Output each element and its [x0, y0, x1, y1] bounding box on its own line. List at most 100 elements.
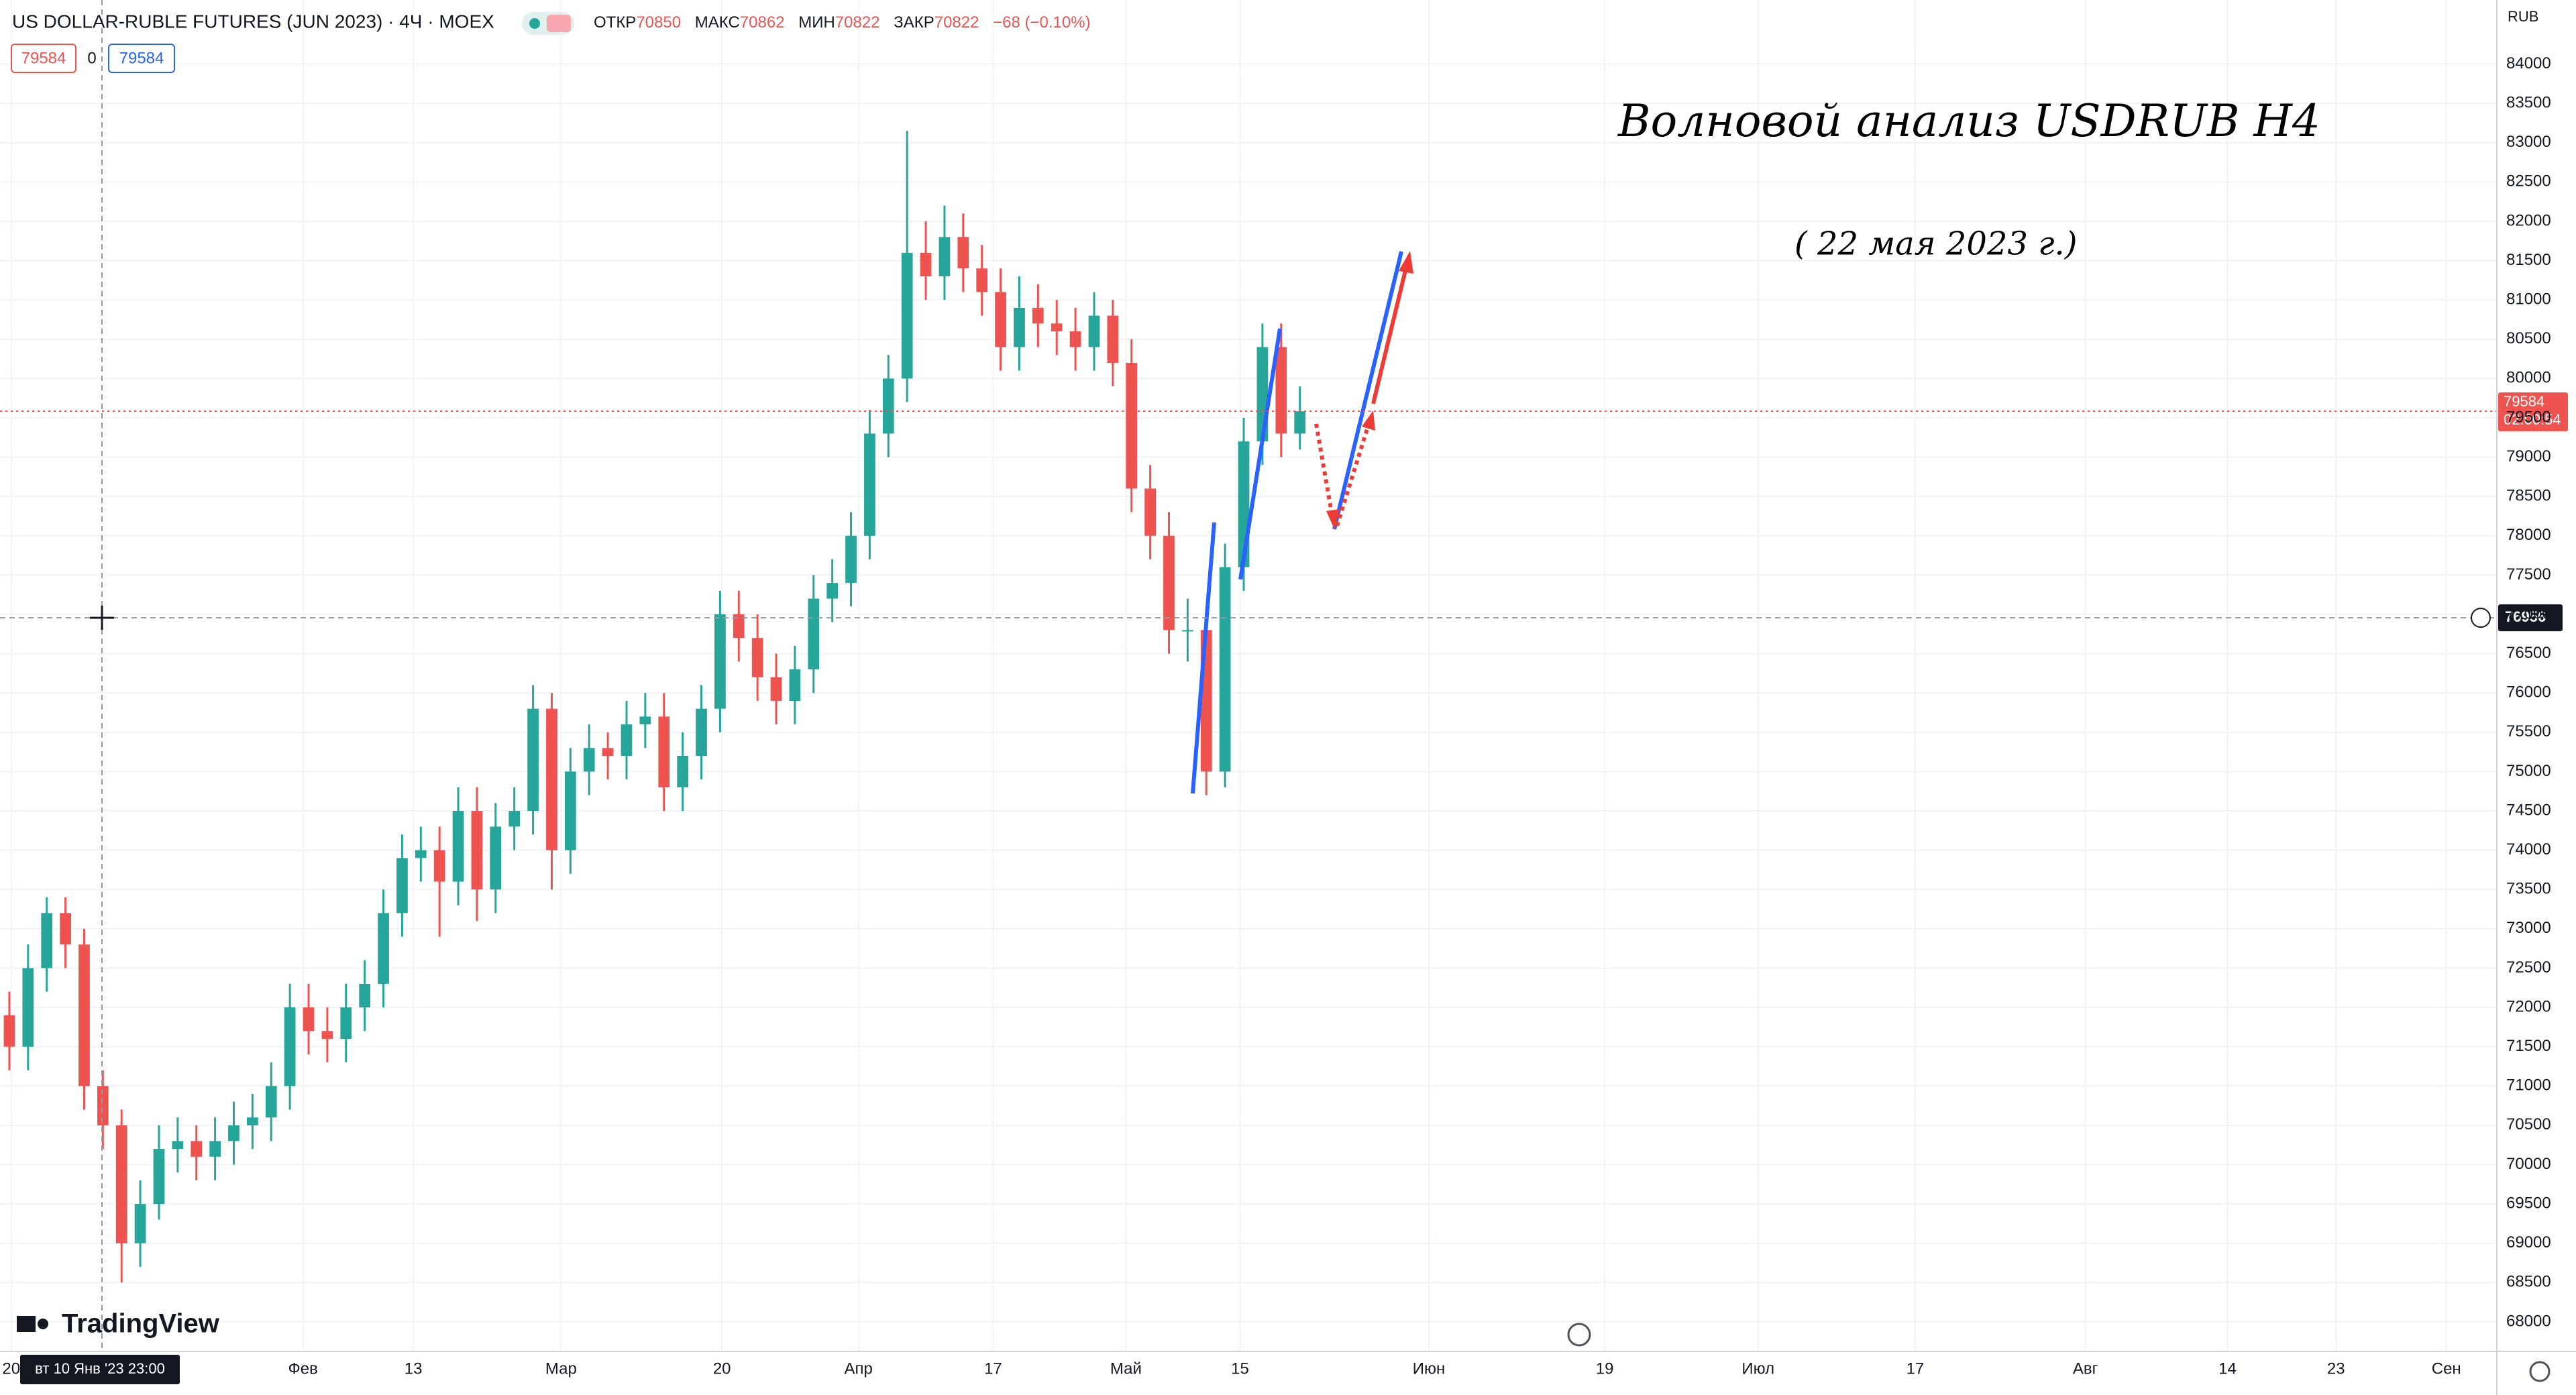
y-tick-label: 70500 — [2506, 1115, 2551, 1133]
x-tick-label: Июн — [1413, 1359, 1446, 1378]
candle-body — [490, 826, 502, 890]
candle-body — [901, 252, 913, 379]
candle-body — [696, 708, 707, 756]
candle-body — [22, 968, 34, 1047]
candle-body — [920, 252, 932, 277]
candle-body — [228, 1125, 239, 1141]
y-tick-label: 72000 — [2506, 997, 2551, 1015]
candle-body — [209, 1141, 221, 1157]
candle-body — [957, 237, 969, 269]
candle-body — [340, 1007, 352, 1039]
candle-body — [41, 913, 53, 968]
candle-body — [396, 858, 408, 913]
y-tick-label: 79000 — [2506, 447, 2551, 465]
trend-line — [1238, 328, 1282, 580]
currency-label[interactable]: RUB — [2508, 8, 2538, 25]
logo-mark — [38, 1319, 48, 1329]
candle-body — [583, 748, 595, 772]
y-tick-label: 76000 — [2506, 683, 2551, 702]
y-tick-label: 81000 — [2506, 290, 2551, 309]
ohlc-value: 70822 — [835, 13, 880, 32]
x-tick-label: 14 — [2218, 1359, 2237, 1378]
y-tick-label: 72500 — [2506, 958, 2551, 976]
candle-body — [1126, 362, 1138, 489]
last-price-label: 79584 — [2504, 393, 2544, 410]
candle-body — [172, 1141, 184, 1150]
candle-body — [284, 1007, 296, 1086]
candle-body — [247, 1117, 258, 1125]
grid — [0, 0, 2497, 1351]
candle-body — [845, 535, 857, 583]
last-price-timer: 02:00:54 — [2504, 411, 2561, 428]
candle-body — [527, 708, 539, 812]
candle-body — [789, 669, 801, 701]
ohlc-change: −68 (−0.10%) — [993, 13, 1090, 32]
candle-body — [3, 1015, 15, 1047]
candle-body — [882, 378, 894, 434]
x-tick-label: 17 — [1907, 1359, 1925, 1378]
chart-title: US DOLLAR-RUBLE FUTURES (JUN 2023) · 4Ч … — [12, 11, 494, 32]
candle-body — [1014, 307, 1025, 347]
candle-body — [191, 1141, 203, 1157]
candle-body — [1163, 535, 1175, 630]
y-tick-label: 77500 — [2506, 565, 2551, 583]
y-tick-label: 77000 — [2506, 604, 2551, 622]
legend-value: 79584 — [119, 49, 164, 67]
candle-body — [78, 944, 90, 1086]
candle-body — [751, 638, 763, 677]
replay-icon[interactable] — [1567, 1323, 1591, 1347]
crosshair-price-box — [2498, 604, 2563, 632]
y-tick-label: 75500 — [2506, 722, 2551, 740]
candle-body — [1032, 307, 1044, 324]
legend-box[interactable] — [11, 44, 76, 73]
y-tick-label: 74500 — [2506, 801, 2551, 819]
candle-body — [714, 614, 726, 709]
x-tick-label: Мар — [545, 1359, 577, 1378]
y-tick-label: 83500 — [2506, 93, 2551, 111]
candle-body — [60, 913, 71, 945]
y-tick-label: 73000 — [2506, 919, 2551, 937]
y-tick-label: 83000 — [2506, 133, 2551, 151]
candle-body — [1275, 347, 1287, 434]
brand: TradingView — [17, 1309, 220, 1339]
candle-body — [826, 583, 839, 599]
x-tick-label: 20 — [713, 1359, 731, 1378]
candle-body — [1294, 411, 1306, 434]
candle-body — [1107, 315, 1119, 363]
ohlc-value: 70862 — [740, 13, 785, 32]
x-tick-label: 20 — [2, 1359, 20, 1378]
x-tick-label: 23 — [2327, 1359, 2345, 1378]
candle-body — [658, 716, 670, 787]
trend-line — [1332, 251, 1403, 530]
crosshair-time-label: вт 10 Янв '23 23:00 — [35, 1360, 165, 1377]
candle-body — [770, 677, 782, 701]
arrow-line — [1335, 422, 1371, 526]
candle-body — [621, 724, 633, 756]
candle-body — [359, 983, 371, 1008]
candle-body — [1144, 488, 1156, 536]
settings-icon[interactable] — [2529, 1361, 2551, 1382]
candle-body — [134, 1204, 146, 1243]
x-tick-label: 17 — [984, 1359, 1002, 1378]
last-price-box — [2498, 392, 2568, 432]
y-tick-label: 78500 — [2506, 487, 2551, 505]
candle-body — [976, 268, 988, 292]
status-icon — [547, 15, 571, 32]
logo-mark — [17, 1316, 36, 1332]
arrow-line — [1371, 264, 1409, 404]
y-tick-label: 73500 — [2506, 880, 2551, 898]
status-dot — [529, 18, 540, 29]
y-tick-label: 80500 — [2506, 329, 2551, 347]
ohlc-label: МИН — [798, 13, 835, 32]
add-alert-button[interactable] — [2471, 608, 2491, 628]
y-tick-label: 81500 — [2506, 251, 2551, 269]
candle-body — [415, 850, 427, 858]
candle-body — [995, 292, 1006, 347]
x-tick-label: 15 — [1231, 1359, 1249, 1378]
legend-box[interactable] — [108, 44, 175, 73]
x-tick-label: Фев — [288, 1359, 317, 1378]
y-tick-label: 76500 — [2506, 644, 2551, 662]
